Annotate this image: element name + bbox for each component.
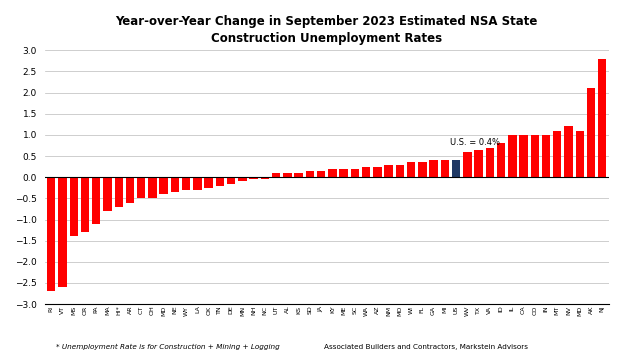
Bar [463, 152, 472, 177]
Bar [418, 162, 427, 177]
Bar [485, 147, 494, 177]
Text: U.S. = 0.4%: U.S. = 0.4% [451, 138, 500, 147]
Bar [452, 160, 461, 177]
Bar [205, 177, 213, 188]
Bar [115, 177, 123, 207]
Bar [587, 88, 595, 177]
Bar [373, 166, 381, 177]
Bar [272, 173, 280, 177]
Bar [474, 150, 483, 177]
Bar [103, 177, 112, 211]
Bar [328, 169, 336, 177]
Bar [497, 143, 505, 177]
Bar [58, 177, 67, 287]
Bar [216, 177, 224, 186]
Bar [564, 126, 573, 177]
Bar [80, 177, 89, 232]
Bar [149, 177, 157, 199]
Bar [598, 59, 607, 177]
Bar [92, 177, 100, 224]
Bar [137, 177, 145, 199]
Bar [429, 160, 438, 177]
Bar [351, 169, 359, 177]
Bar [530, 135, 539, 177]
Bar [384, 164, 393, 177]
Bar [306, 171, 314, 177]
Bar [396, 164, 404, 177]
Bar [182, 177, 190, 190]
Bar [407, 162, 416, 177]
Bar [441, 160, 449, 177]
Bar [317, 171, 325, 177]
Bar [227, 177, 235, 184]
Bar [160, 177, 168, 194]
Bar [575, 131, 584, 177]
Bar [339, 169, 348, 177]
Bar [362, 166, 370, 177]
Bar [69, 177, 78, 237]
Bar [553, 131, 562, 177]
Bar [261, 177, 269, 179]
Bar [250, 177, 258, 179]
Title: Year-over-Year Change in September 2023 Estimated NSA State
Construction Unemplo: Year-over-Year Change in September 2023 … [115, 15, 538, 45]
Bar [47, 177, 56, 291]
Bar [126, 177, 134, 203]
Bar [508, 135, 517, 177]
Bar [542, 135, 550, 177]
Bar [519, 135, 528, 177]
Bar [193, 177, 202, 190]
Text: Associated Builders and Contractors, Markstein Advisors: Associated Builders and Contractors, Mar… [324, 344, 529, 350]
Bar [238, 177, 246, 181]
Bar [295, 173, 303, 177]
Bar [283, 173, 291, 177]
Text: * Unemployment Rate is for Construction + Mining + Logging: * Unemployment Rate is for Construction … [56, 344, 280, 350]
Bar [171, 177, 179, 192]
